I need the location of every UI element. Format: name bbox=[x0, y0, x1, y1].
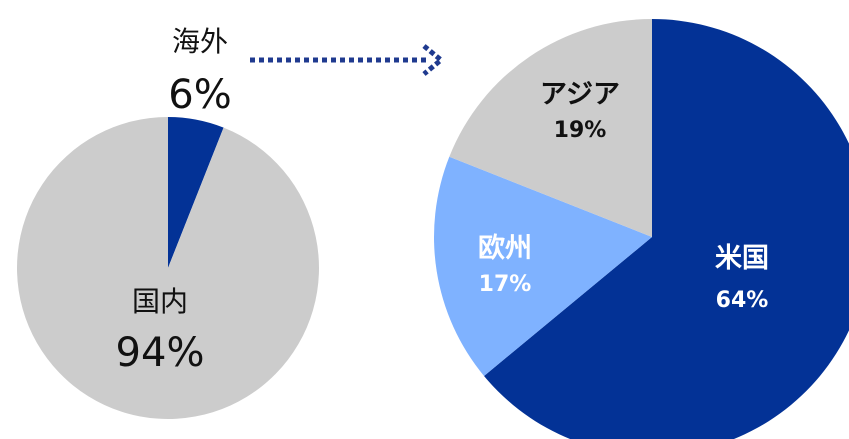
us-percent: 64% bbox=[715, 288, 769, 313]
asia-percent: 19% bbox=[553, 118, 607, 143]
overseas-breakdown-pie bbox=[434, 19, 849, 439]
europe-slice bbox=[434, 156, 652, 376]
europe-label: 欧州 bbox=[478, 233, 532, 264]
overseas-slice bbox=[168, 117, 224, 268]
overseas-arrow bbox=[250, 44, 445, 76]
arrow-head bbox=[422, 44, 445, 76]
asia-label: アジア bbox=[540, 79, 620, 110]
europe-percent: 17% bbox=[478, 272, 532, 297]
domestic-label: 国内 bbox=[131, 285, 188, 318]
us-slice bbox=[484, 19, 849, 439]
domestic-overseas-pie bbox=[16, 117, 319, 419]
overseas-percent: 6% bbox=[168, 72, 232, 118]
domestic-percent: 94% bbox=[115, 330, 205, 376]
asia-slice bbox=[449, 19, 652, 237]
overseas-label: 海外 bbox=[171, 25, 228, 58]
domestic-slice bbox=[16, 117, 319, 419]
us-label: 米国 bbox=[715, 243, 769, 274]
